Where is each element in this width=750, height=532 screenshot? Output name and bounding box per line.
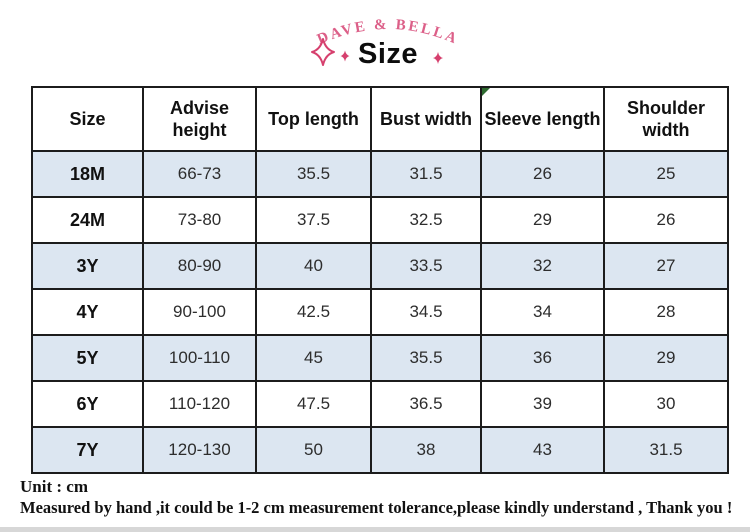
size-cell: 7Y	[31, 426, 144, 474]
size-chart-table: Size Advise height Top length Bust width…	[31, 86, 729, 474]
sleeve-length-cell: 26	[480, 150, 605, 198]
advise-height-cell: 66-73	[142, 150, 257, 198]
advise-height-cell: 80-90	[142, 242, 257, 290]
unit-label: Unit : cm	[20, 477, 88, 496]
sleeve-length-cell: 43	[480, 426, 605, 474]
footer-notes: Unit : cm Measured by hand ,it could be …	[20, 476, 732, 518]
advise-height-cell: 73-80	[142, 196, 257, 244]
size-cell: 5Y	[31, 334, 144, 382]
table-row: 6Y 110-120 47.5 36.5 39 30	[31, 380, 729, 428]
column-header-sleeve-length-label: Sleeve length	[484, 108, 601, 129]
sleeve-length-cell: 36	[480, 334, 605, 382]
bust-width-cell: 38	[370, 426, 482, 474]
header-row: Size Advise height Top length Bust width…	[31, 86, 729, 152]
bust-width-cell: 35.5	[370, 334, 482, 382]
top-length-cell: 35.5	[255, 150, 372, 198]
table-row: 18M 66-73 35.5 31.5 26 25	[31, 150, 729, 198]
column-header-sleeve-length: Sleeve length	[480, 86, 605, 152]
size-cell: 3Y	[31, 242, 144, 290]
size-cell: 4Y	[31, 288, 144, 336]
advise-height-cell: 90-100	[142, 288, 257, 336]
top-length-cell: 37.5	[255, 196, 372, 244]
sleeve-length-cell: 32	[480, 242, 605, 290]
shoulder-width-cell: 27	[603, 242, 729, 290]
column-header-top-length: Top length	[255, 86, 372, 152]
top-length-cell: 40	[255, 242, 372, 290]
bust-width-cell: 36.5	[370, 380, 482, 428]
size-cell: 24M	[31, 196, 144, 244]
page-title: Size	[357, 38, 419, 70]
shoulder-width-cell: 29	[603, 334, 729, 382]
top-length-cell: 47.5	[255, 380, 372, 428]
bust-width-cell: 31.5	[370, 150, 482, 198]
advise-height-cell: 110-120	[142, 380, 257, 428]
bust-width-cell: 32.5	[370, 196, 482, 244]
size-cell: 6Y	[31, 380, 144, 428]
advise-height-cell: 100-110	[142, 334, 257, 382]
sparkle-icon	[433, 52, 443, 64]
brand-arc: DAVE & BELLA	[315, 17, 459, 48]
table-row: 5Y 100-110 45 35.5 36 29	[31, 334, 729, 382]
shoulder-width-cell: 28	[603, 288, 729, 336]
sparkle-decorations	[311, 38, 443, 66]
shoulder-width-cell: 25	[603, 150, 729, 198]
column-header-shoulder-width: Shoulder width	[603, 86, 729, 152]
top-length-cell: 50	[255, 426, 372, 474]
sleeve-length-cell: 29	[480, 196, 605, 244]
column-header-advise-height: Advise height	[142, 86, 257, 152]
table-row: 24M 73-80 37.5 32.5 29 26	[31, 196, 729, 244]
shoulder-width-cell: 30	[603, 380, 729, 428]
sleeve-length-cell: 39	[480, 380, 605, 428]
comment-marker-icon	[482, 88, 490, 96]
shoulder-width-cell: 26	[603, 196, 729, 244]
sparkle-icon	[311, 38, 335, 66]
bust-width-cell: 33.5	[370, 242, 482, 290]
advise-height-cell: 120-130	[142, 426, 257, 474]
column-header-bust-width: Bust width	[370, 86, 482, 152]
sparkle-icon	[340, 50, 350, 62]
table-row: 3Y 80-90 40 33.5 32 27	[31, 242, 729, 290]
tolerance-note: Measured by hand ,it could be 1-2 cm mea…	[20, 498, 733, 517]
bottom-edge-strip	[0, 527, 750, 532]
bust-width-cell: 34.5	[370, 288, 482, 336]
sleeve-length-cell: 34	[480, 288, 605, 336]
top-length-cell: 42.5	[255, 288, 372, 336]
top-length-cell: 45	[255, 334, 372, 382]
size-cell: 18M	[31, 150, 144, 198]
table-row: 4Y 90-100 42.5 34.5 34 28	[31, 288, 729, 336]
shoulder-width-cell: 31.5	[603, 426, 729, 474]
table-row: 7Y 120-130 50 38 43 31.5	[31, 426, 729, 474]
column-header-size: Size	[31, 86, 144, 152]
